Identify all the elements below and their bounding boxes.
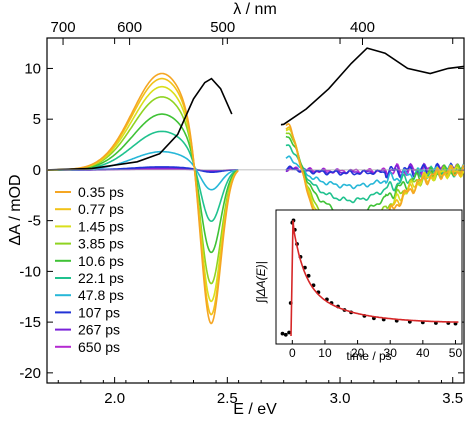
main-plot-area (46, 39, 465, 382)
inset-axes: 0 10 20 30 40 50 (289, 340, 462, 360)
legend-label: 650 ps (78, 339, 120, 355)
y-tick-label: -20 (19, 365, 41, 382)
legend-label: 1.45 ps (78, 218, 124, 234)
series-line (47, 130, 239, 223)
y-tick-label: -15 (19, 314, 41, 331)
inset-x-tick-label: 30 (384, 346, 398, 360)
inset-x-tick-label: 0 (289, 346, 296, 360)
x-tick-label: 3.5 (442, 390, 463, 407)
inset-x-tick-label: 10 (318, 346, 332, 360)
legend-label: 0.35 ps (78, 184, 124, 200)
spectral-gap (239, 39, 281, 382)
series-line (47, 85, 239, 303)
x-tick-label: 2.5 (217, 390, 238, 407)
top-tick-label: 600 (117, 19, 142, 36)
top-tick-label: 700 (51, 19, 76, 36)
inset-y-axis-title: ∫|ΔA(E)| (254, 261, 268, 304)
y-tick-label: 5 (33, 111, 41, 128)
legend-label: 47.8 ps (78, 287, 124, 303)
y-tick-label: -10 (19, 263, 41, 280)
top-tick-label: 500 (210, 19, 235, 36)
plot-frame (46, 37, 465, 384)
legend-label: 267 ps (78, 322, 120, 338)
steady-state-line (46, 77, 233, 171)
kinetics-inset: 0 10 20 30 40 50 time / ps ∫|ΔA(E)| (254, 209, 463, 363)
inset-frame (275, 209, 463, 345)
inset-x-tick-label: 50 (449, 346, 463, 360)
y-tick-label: 0 (33, 162, 41, 179)
inset-data-point (280, 331, 285, 336)
inset-data-point (287, 330, 291, 335)
inset-fit-line (290, 220, 459, 337)
inset-plot-area (280, 218, 459, 337)
legend-label: 107 ps (78, 304, 120, 320)
legend-label: 10.6 ps (78, 253, 124, 269)
top-axis-title: λ / nm (233, 1, 277, 18)
y-axis-title: ΔA / mOD (7, 174, 24, 245)
inset-x-tick-label: 20 (351, 346, 365, 360)
y-tick-label: -5 (28, 213, 41, 230)
legend-label: 0.77 ps (78, 201, 124, 217)
series-line (285, 144, 464, 204)
y-tick-label: 10 (24, 60, 41, 77)
x-tick-label: 3.0 (330, 390, 351, 407)
inset-x-axis-title: time / ps (346, 349, 391, 363)
top-tick-label: 400 (350, 19, 375, 36)
x-tick-label: 2.0 (104, 390, 125, 407)
x-axis-title: E / eV (233, 401, 277, 418)
inset-data-point (306, 273, 311, 278)
series-line (285, 155, 465, 190)
inset-x-tick-label: 40 (416, 346, 430, 360)
legend-label: 22.1 ps (78, 270, 124, 286)
series-line (47, 113, 239, 254)
legend-label: 3.85 ps (78, 236, 124, 252)
inset-data-point (283, 332, 288, 337)
